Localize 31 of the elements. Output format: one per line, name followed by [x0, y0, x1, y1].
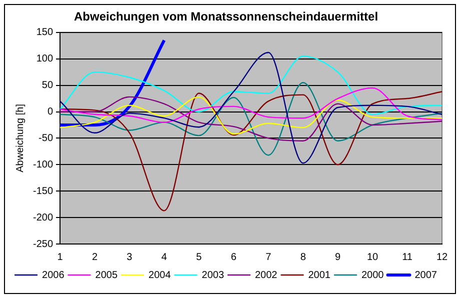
x-tick-label: 8	[300, 252, 306, 263]
x-tick-label: 1	[57, 252, 64, 263]
y-tick-label: 100	[36, 54, 54, 65]
x-tick-label: 12	[436, 252, 448, 263]
y-axis-title: Abweichung [h]	[14, 104, 26, 172]
legend-label: 2007	[414, 270, 438, 281]
legend-label: 2001	[308, 270, 331, 281]
chart-title: Abweichungen vom Monatssonnenscheindauermittel	[74, 10, 378, 24]
y-tick-label: 50	[42, 80, 54, 92]
legend-label: 2005	[95, 270, 118, 281]
x-tick-label: 5	[196, 252, 202, 263]
x-tick-label: 7	[266, 252, 272, 263]
x-tick-label: 3	[126, 252, 133, 263]
y-tick-label: -250	[33, 238, 54, 250]
legend-label: 2004	[148, 270, 172, 281]
x-tick-label: 6	[230, 252, 237, 263]
legend-label: 2002	[255, 270, 278, 281]
legend-label: 2006	[42, 270, 65, 281]
y-tick-label: 0	[47, 106, 54, 118]
y-tick-label: -150	[33, 186, 54, 197]
y-tick-label: -100	[33, 159, 54, 170]
y-tick-label: -50	[38, 132, 54, 144]
x-tick-label: 11	[402, 252, 413, 263]
x-tick-label: 10	[366, 252, 379, 263]
legend-label: 2000	[361, 270, 384, 281]
x-tick-label: 4	[161, 252, 168, 263]
legend-label: 2003	[202, 270, 224, 281]
y-tick-label: 150	[36, 27, 54, 38]
x-tick-label: 2	[92, 252, 98, 263]
y-tick-label: -200	[33, 212, 54, 224]
x-tick-label: 9	[335, 252, 342, 263]
